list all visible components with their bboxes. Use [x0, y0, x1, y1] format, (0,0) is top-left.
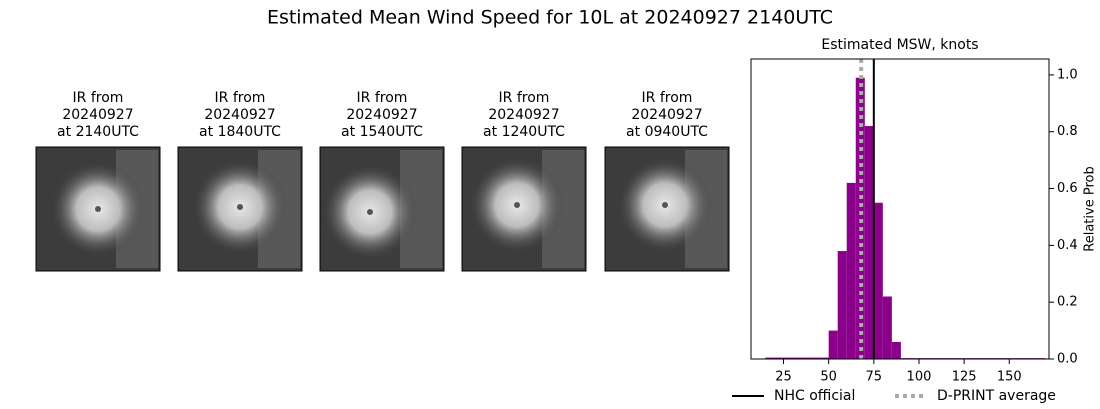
image-frame	[35, 146, 161, 272]
bar	[774, 357, 784, 359]
panel-title: 20240927	[346, 107, 417, 123]
legend-label: NHC official	[774, 388, 855, 404]
bar	[855, 77, 865, 359]
figure-title: Estimated Mean Wind Speed for 10L at 202…	[267, 7, 833, 29]
bar	[837, 251, 847, 359]
legend-label: D-PRINT average	[937, 388, 1056, 404]
panel-title: at 1840UTC	[199, 124, 281, 140]
x-tick-label: 125	[952, 370, 977, 385]
panel-title: 20240927	[631, 107, 702, 123]
panel-title: 20240927	[62, 107, 133, 123]
y-tick-label: 0.8	[1057, 124, 1078, 139]
ir-image	[35, 146, 161, 272]
y-tick-label: 0.6	[1057, 181, 1078, 196]
bar	[864, 126, 874, 359]
eye	[514, 202, 520, 208]
panel-title: at 1240UTC	[483, 124, 565, 140]
bar	[828, 330, 838, 359]
x-tick-label: 75	[866, 370, 883, 385]
image-frame	[319, 146, 445, 272]
y-tick-label: 0.0	[1057, 352, 1078, 367]
plot-frame	[750, 58, 1050, 360]
eye	[95, 206, 101, 212]
ir-image	[319, 146, 445, 272]
x-tick-label: 50	[820, 370, 837, 385]
image-frame	[604, 146, 730, 272]
panel-title: IR from	[499, 90, 550, 106]
bar	[891, 341, 901, 359]
y-axis-label: Relative Prob	[1083, 166, 1098, 251]
bar	[846, 182, 856, 359]
bar	[819, 357, 829, 359]
y-tick-label: 0.4	[1057, 238, 1078, 253]
y-tick-label: 0.2	[1057, 295, 1078, 310]
bar	[765, 357, 775, 359]
x-tick-label: 150	[997, 370, 1022, 385]
panel-title: 20240927	[204, 107, 275, 123]
ir-image	[177, 146, 303, 272]
eye	[367, 209, 373, 215]
bar	[792, 357, 802, 359]
panel-title: IR from	[73, 90, 124, 106]
eye	[237, 204, 243, 210]
bar	[873, 202, 883, 359]
panel-title: at 0940UTC	[626, 124, 708, 140]
y-tick-label: 1.0	[1057, 67, 1078, 82]
bar	[882, 296, 892, 359]
x-tick-label: 100	[907, 370, 932, 385]
bar	[783, 357, 793, 359]
ir-image	[461, 146, 587, 272]
image-frame	[461, 146, 587, 272]
image-frame	[177, 146, 303, 272]
panel-title: at 2140UTC	[57, 124, 139, 140]
panel-title: IR from	[642, 90, 693, 106]
chart-title: Estimated MSW, knots	[821, 37, 978, 53]
panel-title: 20240927	[488, 107, 559, 123]
bar	[810, 357, 820, 359]
panel-title: IR from	[357, 90, 408, 106]
bar	[801, 357, 811, 359]
ir-image	[604, 146, 730, 272]
panel-title: at 1540UTC	[341, 124, 423, 140]
panel-title: IR from	[215, 90, 266, 106]
x-tick-label: 25	[775, 370, 792, 385]
eye	[662, 202, 668, 208]
